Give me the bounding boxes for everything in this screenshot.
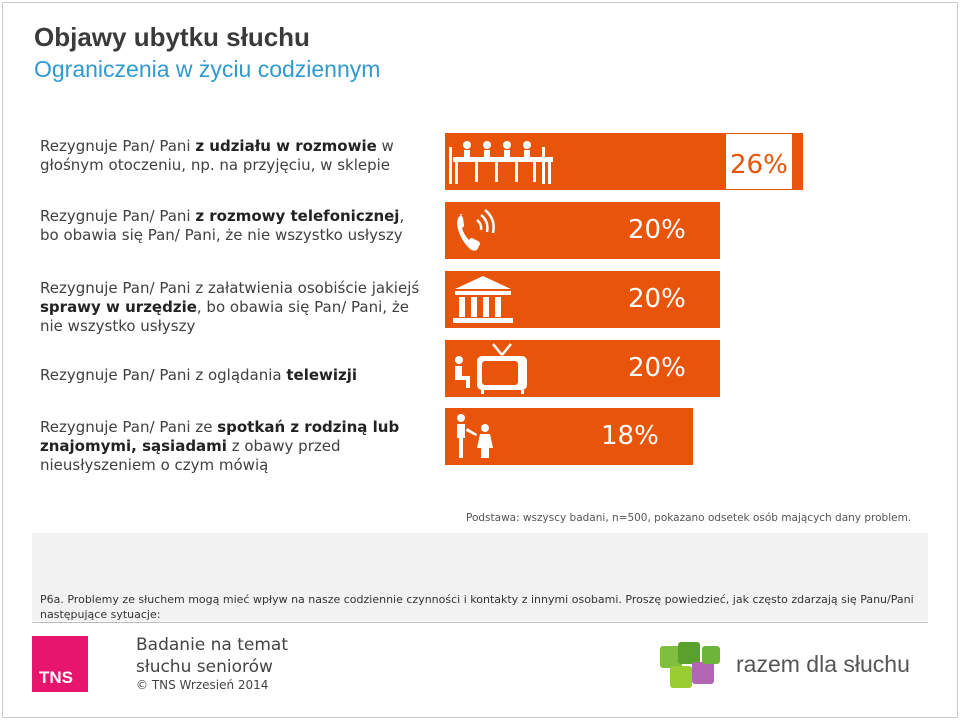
bar-value-label: 20% [628, 353, 686, 383]
row-label-office: Rezygnuje Pan/ Pani z załatwienia osobiś… [40, 279, 420, 335]
page-title: Objawy ubytku słuchu [34, 22, 310, 52]
bar-family: 18% [445, 408, 693, 465]
family-meeting-icon [457, 414, 493, 458]
row-label-tv: Rezygnuje Pan/ Pani z oglądania telewizj… [40, 366, 358, 384]
footer-title-line2: słuchu seniorów [136, 657, 273, 677]
office-building-icon [453, 276, 513, 323]
page-subtitle: Ograniczenia w życiu codziennym [34, 56, 381, 82]
bar-value-label: 20% [628, 284, 686, 314]
partner-logo-text: razem dla słuchu [736, 651, 910, 677]
footer-title: Badanie na temat słuchu seniorów [136, 634, 288, 678]
footer-title-line1: Badanie na temat [136, 635, 289, 655]
bar-value-label: 20% [628, 215, 686, 245]
meeting-table-icon [449, 141, 553, 184]
tv-watching-icon [455, 343, 527, 394]
bar-phone: 20% [445, 202, 720, 259]
bar-value-label: 18% [601, 421, 659, 451]
question-text: P6a. Problemy ze słuchem mogą mieć wpływ… [40, 593, 914, 621]
question-background [32, 533, 928, 621]
bar-conversation: 26% [445, 133, 803, 190]
row-label-conversation: Rezygnuje Pan/ Pani z udziału w rozmowie… [40, 137, 394, 174]
tns-logo: TNS [32, 636, 88, 692]
base-note: Podstawa: wszyscy badani, n=500, pokazan… [466, 512, 912, 524]
phone-icon [457, 209, 495, 251]
bar-value-label: 26% [726, 134, 792, 189]
bar-office: 20% [445, 271, 720, 328]
tns-logo-text: TNS [39, 668, 73, 687]
row-label-family: Rezygnuje Pan/ Pani ze spotkań z rodziną… [40, 418, 400, 474]
row-label-phone: Rezygnuje Pan/ Pani z rozmowy telefonicz… [40, 207, 405, 244]
bar-tv: 20% [445, 340, 720, 397]
footer-divider [32, 622, 928, 623]
razem-dla-sluchu-logo-icon [660, 642, 720, 688]
footer-copyright: © TNS Wrzesień 2014 [136, 678, 269, 692]
